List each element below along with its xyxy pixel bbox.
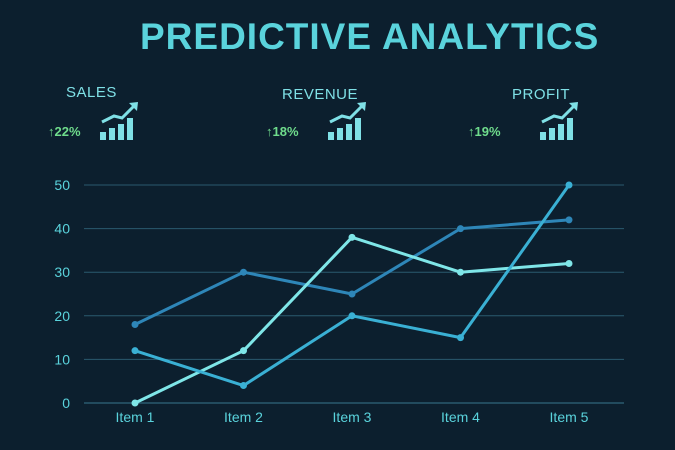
kpi-revenue-change: ↑18% [266,124,299,139]
page-title: PREDICTIVE ANALYTICS [140,16,600,57]
kpi-profit-change-value: 19% [474,124,501,139]
y-tick-label: 0 [62,395,70,411]
series-line-3 [133,183,571,388]
data-point [348,233,356,241]
x-tick-label: Item 5 [550,409,589,425]
data-point [240,382,247,390]
data-point [457,268,464,276]
bar-growth-icon [100,102,138,140]
kpi-revenue-change-value: 18% [272,124,299,139]
bar-growth-icon [540,102,578,140]
data-point [240,268,247,276]
kpi-sales-label: SALES [66,84,117,101]
data-point [240,347,247,355]
kpi-profit-change: ↑19% [468,124,501,139]
chart-grid [84,184,624,404]
data-point [457,225,464,233]
y-axis: 0 10 20 30 40 50 [54,177,70,411]
x-tick-label: Item 3 [333,409,372,425]
bar-growth-icon [328,102,366,140]
x-tick-label: Item 4 [441,409,480,425]
data-point [565,216,573,224]
series-line-2 [133,235,571,405]
x-tick-label: Item 1 [116,409,155,425]
kpi-profit-label: PROFIT [512,86,570,103]
data-point [348,312,356,320]
x-tick-label: Item 2 [224,409,263,425]
y-tick-label: 40 [54,221,70,237]
data-point [131,399,139,407]
data-point [348,290,356,298]
y-tick-label: 20 [54,308,70,324]
y-tick-label: 50 [54,177,70,193]
arrow-up-icon: ↑ [266,124,273,139]
y-tick-label: 10 [54,351,70,367]
arrow-up-icon: ↑ [468,124,475,139]
y-tick-label: 30 [54,264,70,280]
arrow-up-icon: ↑ [48,124,55,139]
data-point [565,181,573,189]
series-points [131,181,573,407]
x-axis: Item 1 Item 2 Item 3 Item 4 Item 5 [116,409,589,425]
kpi-sales-change-value: 22% [54,124,81,139]
data-point [457,334,464,342]
data-point [131,321,139,329]
data-point [131,347,139,355]
data-point [565,259,573,267]
kpi-sales-change: ↑22% [48,124,81,139]
kpi-revenue-label: REVENUE [282,86,359,103]
